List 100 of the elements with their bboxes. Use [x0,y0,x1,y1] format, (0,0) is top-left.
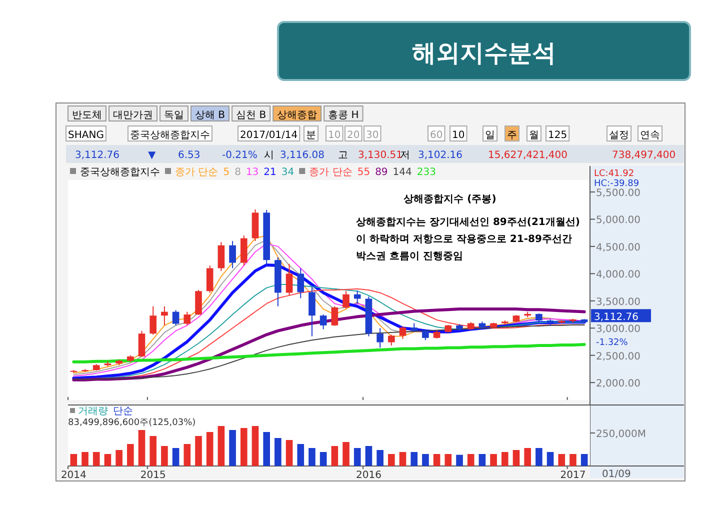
candlestick [320,314,327,330]
candlestick [195,290,202,316]
text: 반도체 [72,110,102,121]
x-tick-label: 2017 [560,470,586,481]
candlestick [229,240,236,269]
text: 10 [328,130,341,141]
text: 2017/01/14 [240,130,298,141]
candlestick [286,263,293,296]
y-tick-label: 4,500.00 [596,242,641,254]
bar [570,454,576,466]
text: 15,627,421,400 [488,150,568,161]
text: 주 [507,130,517,141]
bar [70,454,78,466]
bar [342,442,350,466]
annotation: 상해종합지수는 장기대세선인 89주선(21개월선) [356,217,580,228]
bar [184,444,191,466]
bar [320,452,327,466]
candlestick [206,264,214,294]
candlestick [138,330,146,358]
candlestick [388,334,395,346]
bar [399,452,406,466]
text: 89 [375,167,388,178]
bar [116,450,122,466]
x-tick-label: 2014 [60,470,86,481]
bar [558,454,566,466]
bar [150,436,157,466]
bar [388,454,395,466]
bar [263,432,270,466]
text: 55 [357,167,370,178]
bar [376,450,384,466]
text: 거래량 [78,406,108,417]
bar [161,446,168,466]
text: 30 [366,130,379,141]
text: 연속 [640,130,660,141]
text: 단순 [113,406,133,417]
candlestick [172,310,180,326]
line-series [73,324,585,380]
text: 일 [485,130,495,141]
bar [536,448,542,466]
y-tick-label: 2,000.00 [596,378,641,390]
text: 250,000M [596,429,646,440]
x-tick-label: 2016 [356,470,382,481]
candlestick [308,286,316,337]
candlestick [161,306,168,326]
text: -0.21% [222,150,258,161]
candlestick [218,242,225,272]
text: 종가 단순 [175,167,218,178]
y-tick-label: 5,000.00 [596,215,641,226]
bar [274,438,282,466]
candlestick [354,290,361,304]
text: 해외지수분석 [412,39,556,67]
bar [546,452,554,466]
text: 3,130.51 [358,150,403,161]
text: 21 [264,167,276,178]
text: 중국상해종합지수 [130,130,210,141]
text: 3,112.76 [75,150,120,161]
text: -1.32% [596,338,628,348]
candlestick [184,311,191,326]
bar [467,454,474,466]
bar [444,454,452,466]
bar [433,454,440,466]
bar [422,454,429,466]
line-series [72,342,586,364]
bar [580,454,588,466]
bar [104,454,112,466]
bar [138,430,146,466]
text: 125 [548,130,568,141]
bar [331,446,338,466]
text: 6.53 [178,150,200,161]
annotation: 상해종합지수 (주봉) [404,194,496,205]
bar [365,446,372,466]
candlestick [376,328,384,348]
text: 3,102.16 [418,150,463,161]
bar [354,448,361,466]
text: 분 [306,130,316,141]
text: 상해종합 [277,110,318,121]
bar [206,432,214,466]
bar [252,426,259,466]
text: 저 [400,150,410,161]
text: 독일 [164,110,184,121]
bar [92,452,100,466]
bar [490,454,497,466]
text: 233 [416,167,436,178]
annotation: 박스권 흐름이 진행중임 [356,251,463,262]
y-tick-label: 3,000.00 [596,324,641,336]
candlestick [297,268,304,299]
text: 5 [223,167,230,178]
bar [297,444,304,466]
text: 상해 B [195,110,226,121]
bar [82,452,88,466]
text: LC:41.92 [594,169,634,179]
annotation: 이 하락하며 저항으로 작용중으로 21-89주선간 [356,234,572,245]
bar [501,452,508,466]
text: ▼ [148,150,156,161]
bar [456,454,463,466]
bar [410,452,418,466]
text: 8 [234,167,241,178]
y-tick-label: 3,500.00 [596,296,641,308]
bar [240,428,248,466]
text: 13 [246,167,259,178]
